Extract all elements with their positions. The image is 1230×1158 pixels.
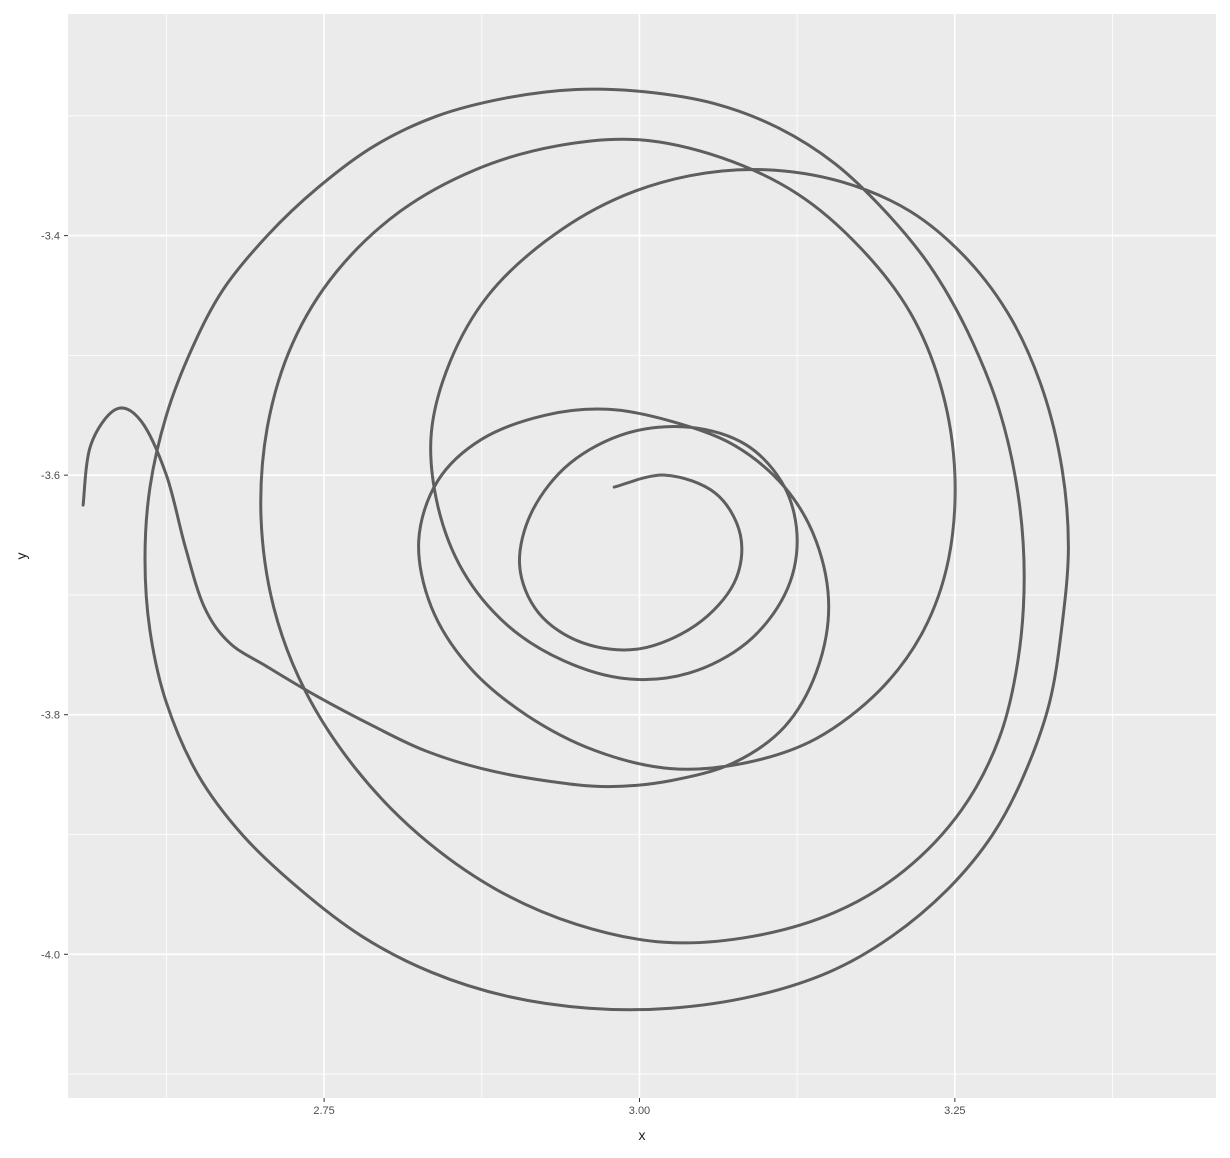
x-tick-label: 3.00 xyxy=(629,1105,650,1117)
y-tick-label: -3.8 xyxy=(41,710,60,722)
major-gridlines xyxy=(68,14,1216,1098)
y-axis-ticks: -3.4 -3.6 -3.8 -4.0 xyxy=(41,231,68,961)
x-axis-ticks: 2.75 3.00 3.25 xyxy=(313,1098,966,1117)
panel-background xyxy=(68,14,1216,1098)
data-layer xyxy=(81,87,1070,1012)
x-tick-label: 2.75 xyxy=(313,1105,334,1117)
series-line xyxy=(81,87,1070,1012)
y-tick-label: -3.6 xyxy=(41,470,60,482)
x-axis-title: x xyxy=(639,1127,646,1143)
x-tick-label: 3.25 xyxy=(944,1105,965,1117)
y-tick-label: -3.4 xyxy=(41,231,60,243)
y-axis-title: y xyxy=(13,553,29,560)
y-tick-label: -4.0 xyxy=(41,949,60,961)
